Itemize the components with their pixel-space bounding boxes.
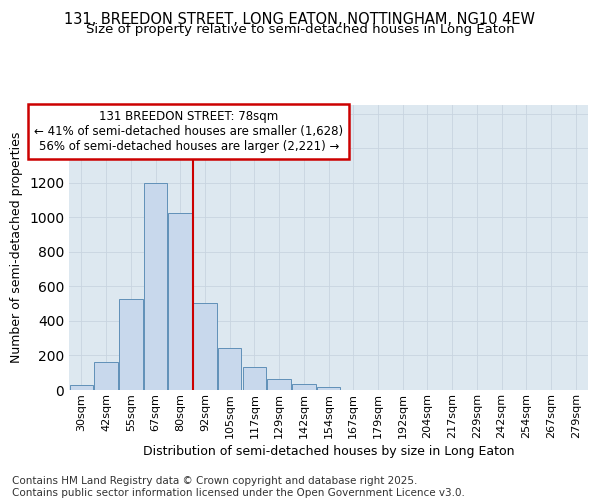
Bar — [317, 386, 340, 390]
Text: Contains HM Land Registry data © Crown copyright and database right 2025.
Contai: Contains HM Land Registry data © Crown c… — [12, 476, 465, 498]
Text: 131 BREEDON STREET: 78sqm
← 41% of semi-detached houses are smaller (1,628)
56% : 131 BREEDON STREET: 78sqm ← 41% of semi-… — [34, 110, 343, 153]
Bar — [218, 348, 241, 390]
Y-axis label: Number of semi-detached properties: Number of semi-detached properties — [10, 132, 23, 363]
Bar — [119, 300, 143, 390]
Bar — [94, 362, 118, 390]
Text: Size of property relative to semi-detached houses in Long Eaton: Size of property relative to semi-detach… — [86, 24, 514, 36]
Bar — [70, 385, 93, 390]
Bar — [292, 384, 316, 390]
Bar — [242, 366, 266, 390]
Bar — [268, 379, 291, 390]
X-axis label: Distribution of semi-detached houses by size in Long Eaton: Distribution of semi-detached houses by … — [143, 445, 514, 458]
Bar — [144, 182, 167, 390]
Bar — [169, 213, 192, 390]
Bar — [193, 303, 217, 390]
Text: 131, BREEDON STREET, LONG EATON, NOTTINGHAM, NG10 4EW: 131, BREEDON STREET, LONG EATON, NOTTING… — [65, 12, 536, 28]
